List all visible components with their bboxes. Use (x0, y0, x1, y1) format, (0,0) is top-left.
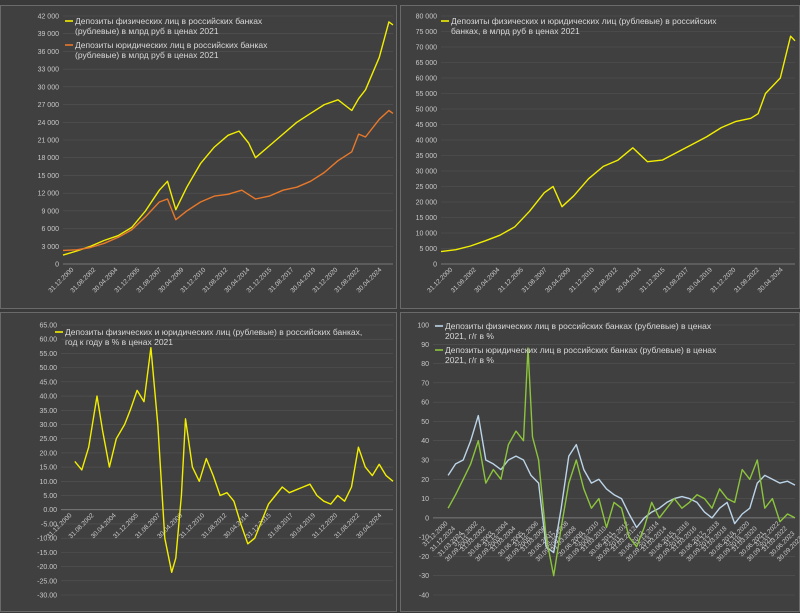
y-tick-label: 35.00 (39, 408, 57, 415)
y-tick-label: 21 000 (38, 138, 60, 145)
y-tick-label: 42 000 (38, 14, 60, 21)
x-tick-label: 30.04.2024 (757, 266, 785, 294)
legend-entry: год к году в % в ценах 2021 (65, 337, 173, 347)
y-tick-label: 80 (421, 361, 429, 368)
y-tick-label: 60 (421, 400, 429, 407)
y-tick-label: 35 000 (416, 153, 438, 160)
series-line (447, 414, 796, 554)
series-line (62, 109, 394, 252)
y-tick-label: 0.00 (43, 507, 57, 514)
y-tick-label: 15 000 (38, 173, 60, 180)
chart-individual-corporate-deposits: 0 3 000 6 000 9 000 12 000 15 000 18 000 21 000… (38, 14, 394, 294)
legend-entry: (рублевые) в млрд руб в ценах 2021 (75, 26, 219, 36)
y-tick-label: 70 000 (416, 45, 438, 52)
y-tick-label: 30 (421, 458, 429, 465)
y-tick-label: 27 000 (38, 102, 60, 109)
y-tick-label: 20 000 (416, 200, 438, 207)
y-tick-label: 75 000 (416, 29, 438, 36)
y-tick-label: -40 (419, 593, 429, 600)
y-tick-label: -10 (419, 535, 429, 542)
legend-entry: Депозиты физических и юридических лиц (р… (65, 327, 362, 337)
legend-entry: 2021, г/г в % (445, 355, 494, 365)
y-tick-label: 70 (421, 380, 429, 387)
legend-entry: (рублевые) в млрд руб в ценах 2021 (75, 50, 219, 60)
y-tick-label: 40 (421, 438, 429, 445)
legend-entry: 2021, г/г в % (445, 331, 494, 341)
y-tick-label: 60.00 (39, 337, 57, 344)
legend-entry: Депозиты физических и юридических лиц (р… (451, 16, 717, 26)
y-tick-label: 12 000 (38, 191, 60, 198)
y-tick-label: 10 (421, 496, 429, 503)
y-tick-label: 80 000 (416, 14, 438, 21)
y-tick-label: 50 (421, 419, 429, 426)
panel-bottom-left: -30.00 -25.00 -20.00 -15.00 -10.00 -5.00 0.00 5… (0, 312, 397, 612)
y-tick-label: 3 000 (41, 244, 59, 251)
y-tick-label: 0 (433, 262, 437, 269)
y-tick-label: 5.00 (43, 493, 57, 500)
series-line (74, 347, 394, 573)
y-tick-label: 33 000 (38, 67, 60, 74)
y-tick-label: 30.00 (39, 422, 57, 429)
y-tick-label: 20 (421, 477, 429, 484)
y-tick-label: 45 000 (416, 122, 438, 129)
chart-total-deposits-yoy: -30.00 -25.00 -20.00 -15.00 -10.00 -5.00 0.00 5… (37, 323, 394, 600)
y-tick-label: 39 000 (38, 31, 60, 38)
series-line (62, 21, 394, 256)
series-line (447, 347, 796, 577)
panel-top-left: 0 3 000 6 000 9 000 12 000 15 000 18 000 21 000… (0, 5, 397, 309)
y-tick-label: 9 000 (41, 208, 59, 215)
y-tick-label: 15 000 (416, 215, 438, 222)
y-tick-label: 55 000 (416, 91, 438, 98)
y-tick-label: 50.00 (39, 365, 57, 372)
y-tick-label: -25.00 (37, 578, 57, 585)
y-tick-label: 20.00 (39, 450, 57, 457)
y-tick-label: -15.00 (37, 550, 57, 557)
series-line (440, 35, 796, 253)
y-tick-label: 10 000 (416, 231, 438, 238)
legend-entry: Депозиты физических лиц в российских бан… (445, 321, 712, 331)
y-tick-label: 65.00 (39, 323, 57, 330)
y-tick-label: 50 000 (416, 107, 438, 114)
y-tick-label: 30 000 (416, 169, 438, 176)
y-tick-label: -30 (419, 573, 429, 580)
legend-entry: Депозиты юридических лиц в российских ба… (445, 345, 717, 355)
y-tick-label: 15.00 (39, 465, 57, 472)
y-tick-label: 30 000 (38, 84, 60, 91)
y-tick-label: 24 000 (38, 120, 60, 127)
y-tick-label: -20 (419, 554, 429, 561)
y-tick-label: 6 000 (41, 226, 59, 233)
y-tick-label: 25.00 (39, 436, 57, 443)
y-tick-label: 25 000 (416, 184, 438, 191)
y-tick-label: 18 000 (38, 155, 60, 162)
panel-top-right: 0 5 000 10 000 15 000 20 000 25 000 30 000 35 0… (400, 5, 800, 309)
y-tick-label: -5.00 (41, 521, 57, 528)
y-tick-label: 40.00 (39, 394, 57, 401)
y-tick-label: 90 (421, 342, 429, 349)
y-tick-label: -20.00 (37, 564, 57, 571)
y-tick-label: -30.00 (37, 593, 57, 600)
legend-entry: Депозиты юридических лиц в российских ба… (75, 40, 268, 50)
y-tick-label: 40 000 (416, 138, 438, 145)
legend-entry: банках, в млрд руб в ценах 2021 (451, 26, 580, 36)
legend-entry: Депозиты физических лиц в российских бан… (75, 16, 263, 26)
y-tick-label: 60 000 (416, 76, 438, 83)
y-tick-label: 55.00 (39, 351, 57, 358)
y-tick-label: -10.00 (37, 536, 57, 543)
chart-total-deposits: 0 5 000 10 000 15 000 20 000 25 000 30 000 35 0… (416, 14, 796, 294)
y-tick-label: 5 000 (419, 246, 437, 253)
panel-bottom-right: -40 -30 -20 -10 0 10 20 30 40 50 60 70 80 90 100 31.12.… (400, 312, 800, 612)
y-tick-label: 0 (425, 515, 429, 522)
y-tick-label: 100 (417, 323, 429, 330)
chart-individual-corporate-yoy: -40-30-20-10010203040506070809010031.12.… (417, 321, 800, 600)
y-tick-label: 36 000 (38, 49, 60, 56)
y-tick-label: 0 (55, 262, 59, 269)
y-tick-label: 45.00 (39, 379, 57, 386)
y-tick-label: 10.00 (39, 479, 57, 486)
y-tick-label: 65 000 (416, 60, 438, 67)
